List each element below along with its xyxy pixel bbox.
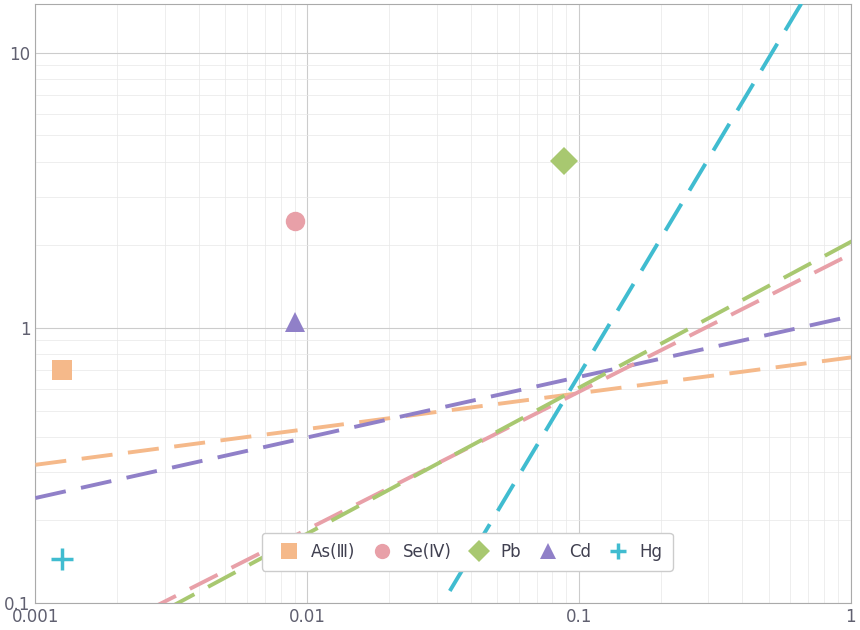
Legend: As(Ⅲ), Se(Ⅳ), Pb, Cd, Hg: As(Ⅲ), Se(Ⅳ), Pb, Cd, Hg bbox=[262, 533, 673, 571]
